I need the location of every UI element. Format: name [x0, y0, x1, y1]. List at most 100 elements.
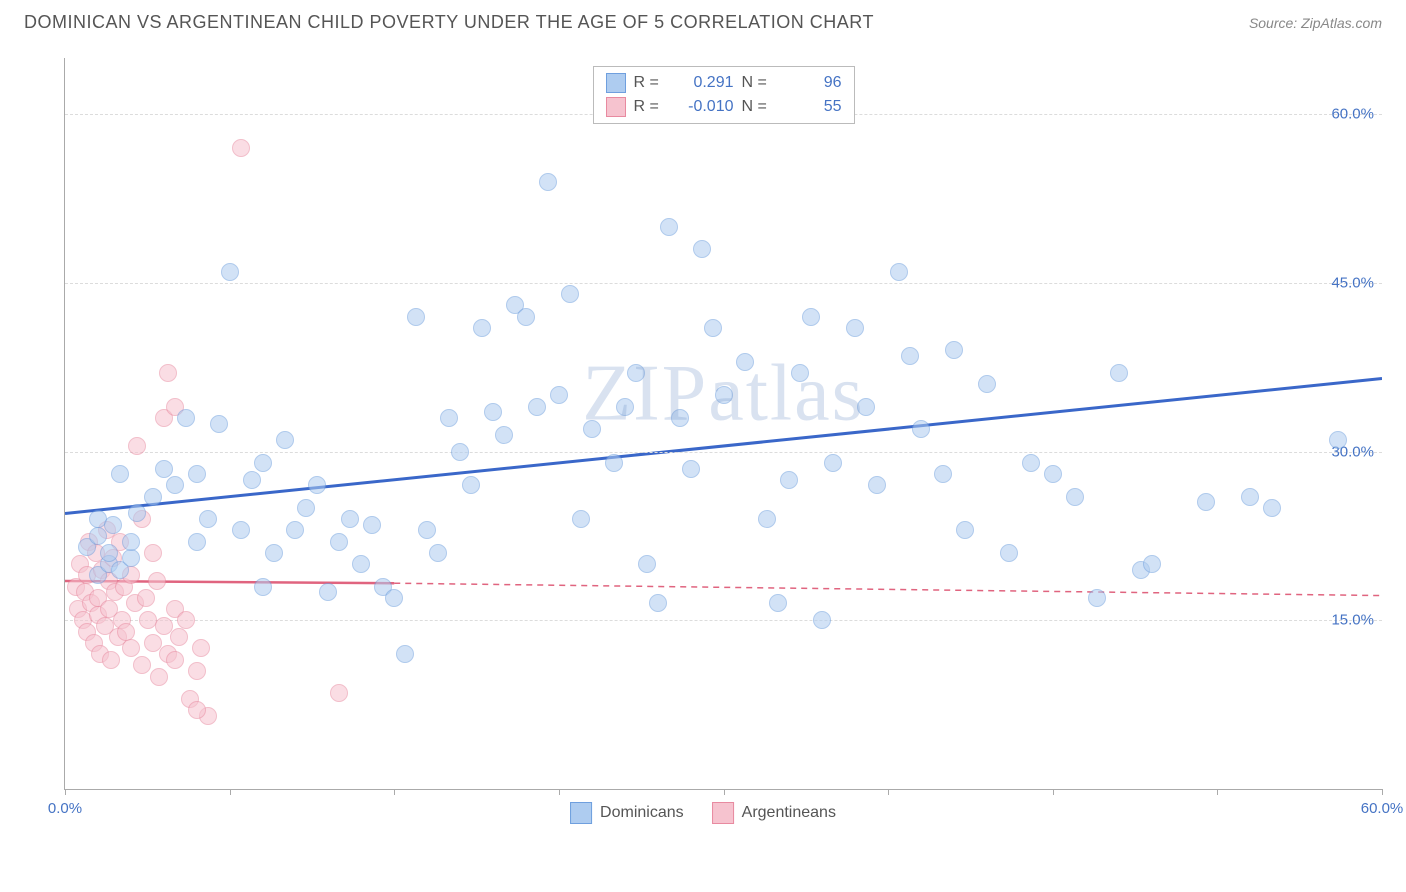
point-dominicans	[254, 454, 272, 472]
point-dominicans	[111, 465, 129, 483]
swatch-dominicans-bottom	[570, 802, 592, 824]
point-dominicans	[188, 533, 206, 551]
point-dominicans	[363, 516, 381, 534]
legend-item-dominicans: Dominicans	[570, 802, 684, 824]
point-dominicans	[627, 364, 645, 382]
point-argentineans	[177, 611, 195, 629]
point-dominicans	[682, 460, 700, 478]
point-dominicans	[857, 398, 875, 416]
correlation-legend: R = 0.291 N = 96 R = -0.010 N = 55	[593, 66, 855, 124]
point-dominicans	[407, 308, 425, 326]
point-dominicans	[341, 510, 359, 528]
point-dominicans	[901, 347, 919, 365]
x-tick-label: 0.0%	[48, 800, 82, 817]
legend-row-dominicans: R = 0.291 N = 96	[606, 71, 842, 95]
point-dominicans	[330, 533, 348, 551]
point-dominicans	[1110, 364, 1128, 382]
point-dominicans	[605, 454, 623, 472]
point-dominicans	[352, 555, 370, 573]
point-dominicans	[978, 375, 996, 393]
point-dominicans	[473, 319, 491, 337]
legend-item-argentineans: Argentineans	[712, 802, 836, 824]
point-dominicans	[616, 398, 634, 416]
point-dominicans	[243, 471, 261, 489]
point-dominicans	[418, 521, 436, 539]
y-tick-label: 15.0%	[1331, 612, 1374, 629]
point-dominicans	[1197, 493, 1215, 511]
plot-area: ZIPatlas R = 0.291 N = 96 R = -0.010 N =…	[64, 58, 1382, 790]
point-argentineans	[122, 639, 140, 657]
point-argentineans	[170, 628, 188, 646]
point-dominicans	[769, 594, 787, 612]
series-legend: Dominicans Argentineans	[570, 802, 836, 824]
point-argentineans	[159, 364, 177, 382]
point-dominicans	[1022, 454, 1040, 472]
point-dominicans	[286, 521, 304, 539]
point-dominicans	[550, 386, 568, 404]
point-dominicans	[660, 218, 678, 236]
point-argentineans	[232, 139, 250, 157]
point-argentineans	[192, 639, 210, 657]
point-dominicans	[166, 476, 184, 494]
point-dominicans	[1143, 555, 1161, 573]
point-dominicans	[1000, 544, 1018, 562]
point-dominicans	[297, 499, 315, 517]
point-dominicans	[462, 476, 480, 494]
point-dominicans	[934, 465, 952, 483]
point-argentineans	[188, 701, 206, 719]
point-dominicans	[440, 409, 458, 427]
swatch-dominicans	[606, 73, 626, 93]
point-dominicans	[1241, 488, 1259, 506]
point-dominicans	[1088, 589, 1106, 607]
point-dominicans	[715, 386, 733, 404]
point-dominicans	[572, 510, 590, 528]
point-dominicans	[780, 471, 798, 489]
point-dominicans	[104, 516, 122, 534]
point-dominicans	[890, 263, 908, 281]
point-dominicans	[813, 611, 831, 629]
point-dominicans	[649, 594, 667, 612]
point-dominicans	[396, 645, 414, 663]
point-dominicans	[265, 544, 283, 562]
point-dominicans	[385, 589, 403, 607]
point-dominicans	[758, 510, 776, 528]
point-argentineans	[188, 662, 206, 680]
point-dominicans	[517, 308, 535, 326]
point-dominicans	[791, 364, 809, 382]
point-dominicans	[100, 544, 118, 562]
point-dominicans	[945, 341, 963, 359]
point-dominicans	[495, 426, 513, 444]
point-dominicans	[188, 465, 206, 483]
trend-lines	[65, 58, 1382, 789]
point-dominicans	[528, 398, 546, 416]
point-dominicans	[308, 476, 326, 494]
point-dominicans	[429, 544, 447, 562]
point-dominicans	[693, 240, 711, 258]
point-dominicans	[802, 308, 820, 326]
point-dominicans	[1066, 488, 1084, 506]
point-dominicans	[144, 488, 162, 506]
point-dominicans	[671, 409, 689, 427]
point-argentineans	[128, 437, 146, 455]
point-argentineans	[166, 651, 184, 669]
point-dominicans	[846, 319, 864, 337]
point-dominicans	[199, 510, 217, 528]
source-attribution: Source: ZipAtlas.com	[1249, 15, 1382, 31]
chart-container: Child Poverty Under the Age of 5 ZIPatla…	[24, 50, 1382, 830]
y-tick-label: 60.0%	[1331, 106, 1374, 123]
point-dominicans	[451, 443, 469, 461]
chart-title: DOMINICAN VS ARGENTINEAN CHILD POVERTY U…	[24, 12, 874, 33]
point-dominicans	[122, 549, 140, 567]
point-dominicans	[484, 403, 502, 421]
point-argentineans	[148, 572, 166, 590]
point-dominicans	[1263, 499, 1281, 517]
y-tick-label: 45.0%	[1331, 274, 1374, 291]
point-dominicans	[128, 504, 146, 522]
point-dominicans	[583, 420, 601, 438]
point-dominicans	[122, 533, 140, 551]
point-argentineans	[330, 684, 348, 702]
point-dominicans	[1329, 431, 1347, 449]
point-argentineans	[150, 668, 168, 686]
point-dominicans	[638, 555, 656, 573]
point-argentineans	[144, 544, 162, 562]
